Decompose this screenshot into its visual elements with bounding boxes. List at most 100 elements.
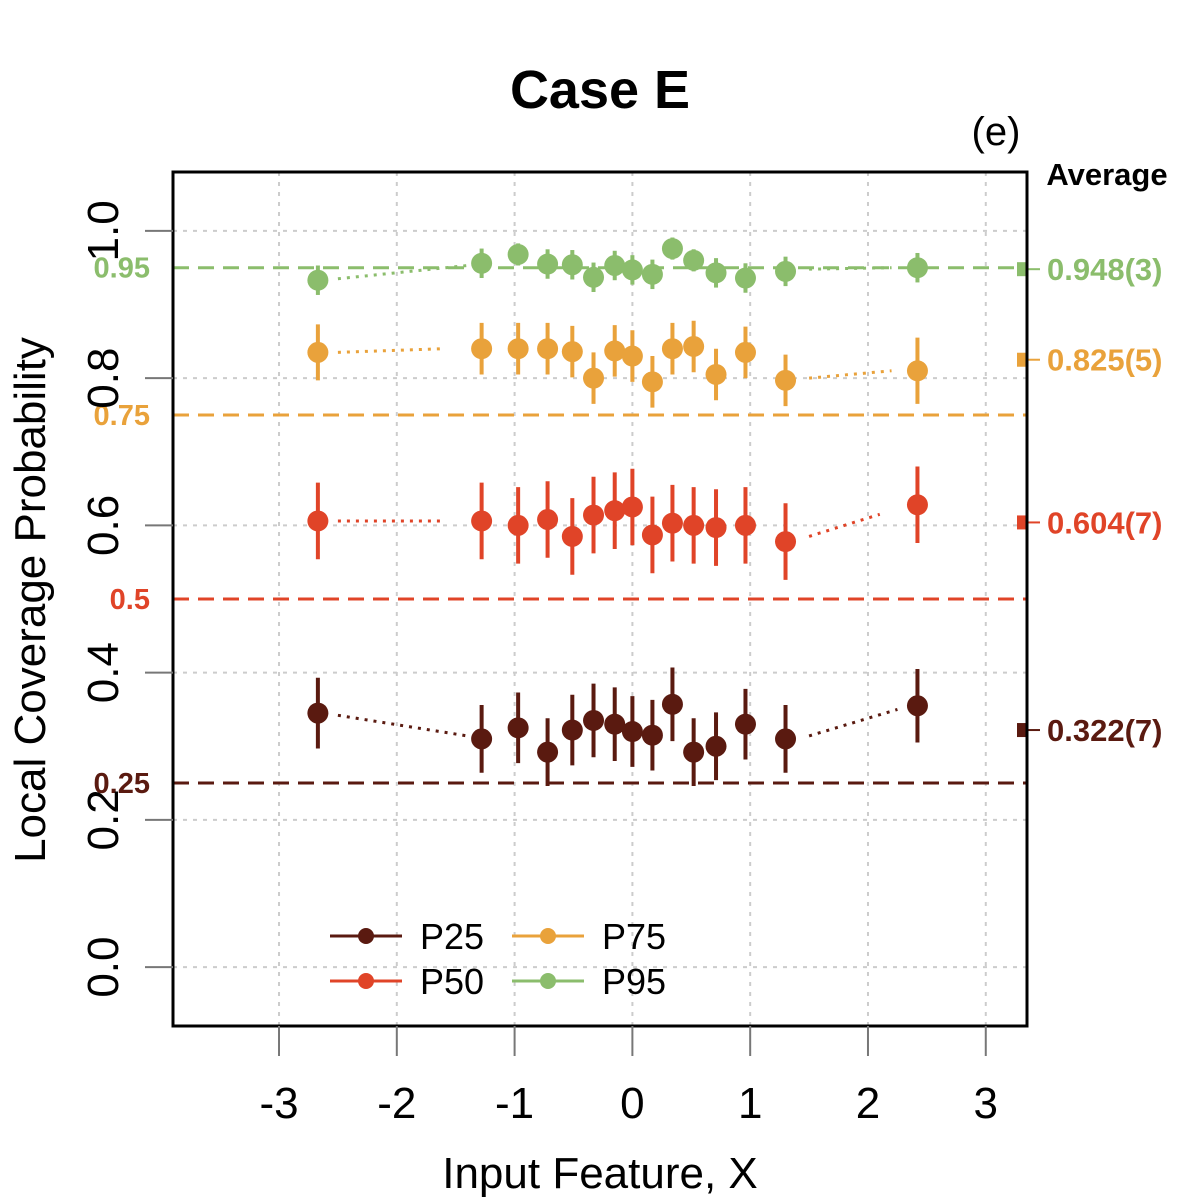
x-tick-label: 2 xyxy=(856,1079,880,1128)
data-point-p50 xyxy=(775,531,797,553)
x-tick-label: 3 xyxy=(974,1079,998,1128)
data-point-p25 xyxy=(775,728,797,750)
data-point-p75 xyxy=(507,338,529,360)
grid-layer xyxy=(173,172,1027,1026)
data-point-p25 xyxy=(906,695,928,717)
data-point-p50 xyxy=(583,504,605,526)
data-point-p95 xyxy=(537,253,559,275)
average-header: Average xyxy=(1046,157,1167,192)
chart-title: Case E xyxy=(510,60,690,120)
data-point-p95 xyxy=(661,238,683,260)
data-point-p75 xyxy=(705,363,727,385)
data-point-p75 xyxy=(583,367,605,389)
data-point-p75 xyxy=(471,338,493,360)
trend-line-p95 xyxy=(337,264,468,281)
trend-line-p50 xyxy=(808,512,881,538)
data-point-p25 xyxy=(561,719,583,741)
y-tick-label: 0.0 xyxy=(79,937,128,998)
data-point-p75 xyxy=(641,371,663,393)
data-point-p75 xyxy=(621,345,643,367)
data-point-p75 xyxy=(683,335,705,357)
legend-label-p50: P50 xyxy=(420,961,484,1002)
target-lines: 0.25 0.5 0.75 0.95 xyxy=(94,253,1027,800)
data-point-p75 xyxy=(604,340,626,362)
data-point-p75 xyxy=(906,360,928,382)
data-point-p25 xyxy=(705,735,727,757)
legend-label-p75: P75 xyxy=(602,916,666,957)
data-point-p50 xyxy=(705,517,727,539)
data-point-p95 xyxy=(604,254,626,276)
trend-lines xyxy=(337,264,898,738)
data-point-p25 xyxy=(604,713,626,735)
legend-marker-p75 xyxy=(540,928,556,944)
data-point-p50 xyxy=(537,508,559,530)
legend-marker-p95 xyxy=(540,973,556,989)
trend-line-p75 xyxy=(337,347,444,354)
x-tick-label: 1 xyxy=(738,1079,762,1128)
average-label-p25: 0.322(7) xyxy=(1047,713,1162,748)
data-point-p25 xyxy=(661,693,683,715)
data-point-p75 xyxy=(561,341,583,363)
average-marker-p75 xyxy=(1017,352,1027,367)
x-tick-label: 0 xyxy=(620,1079,644,1128)
data-point-p95 xyxy=(734,267,756,289)
data-marks xyxy=(307,237,928,786)
y-axis-label: Local Coverage Probability xyxy=(6,337,55,863)
data-point-p50 xyxy=(507,514,529,536)
average-marker-p95 xyxy=(1017,262,1027,277)
data-point-p25 xyxy=(507,717,529,739)
data-point-p50 xyxy=(661,512,683,534)
data-point-p50 xyxy=(683,514,705,536)
data-point-p25 xyxy=(734,713,756,735)
target-label-p25: 0.25 xyxy=(94,768,150,800)
plot-frame xyxy=(171,170,1029,1028)
average-marker-p25 xyxy=(1017,723,1027,738)
y-tick-label: 0.2 xyxy=(79,789,128,850)
target-label-p95: 0.95 xyxy=(94,253,150,285)
data-point-p95 xyxy=(561,254,583,276)
data-point-p75 xyxy=(734,341,756,363)
legend-marker-p25 xyxy=(358,928,374,944)
average-label-p50: 0.604(7) xyxy=(1047,505,1162,540)
y-tick-label: 0.4 xyxy=(79,642,128,703)
x-axis: -3 -2 -1 0 1 2 3 xyxy=(259,1026,998,1128)
data-point-p50 xyxy=(906,494,928,516)
average-marker-p50 xyxy=(1017,515,1027,530)
y-axis: 0.0 0.2 0.4 0.6 0.8 1.0 xyxy=(79,200,173,998)
data-point-p95 xyxy=(621,259,643,281)
data-point-p25 xyxy=(641,724,663,746)
data-point-p25 xyxy=(537,741,559,763)
data-point-p95 xyxy=(906,257,928,279)
data-point-p50 xyxy=(307,510,329,532)
target-label-p50: 0.5 xyxy=(110,584,150,616)
data-point-p50 xyxy=(561,525,583,547)
target-label-p75: 0.75 xyxy=(94,400,150,432)
data-point-p75 xyxy=(661,338,683,360)
trend-line-p75 xyxy=(808,369,892,380)
data-point-p95 xyxy=(641,263,663,285)
x-axis-label: Input Feature, X xyxy=(442,1149,758,1198)
x-tick-label: -2 xyxy=(377,1079,416,1128)
average-label-p75: 0.825(5) xyxy=(1047,343,1162,378)
trend-line-p25 xyxy=(337,713,468,738)
average-markers: 0.322(7) 0.604(7) 0.825(5) 0.948(3) xyxy=(1017,252,1162,748)
data-point-p75 xyxy=(775,369,797,391)
data-point-p75 xyxy=(307,341,329,363)
x-tick-label: -3 xyxy=(259,1079,298,1128)
data-point-p95 xyxy=(705,262,727,284)
average-label-p95: 0.948(3) xyxy=(1047,252,1162,287)
data-point-p95 xyxy=(507,243,529,265)
data-point-p95 xyxy=(307,269,329,291)
data-point-p25 xyxy=(683,741,705,763)
data-point-p95 xyxy=(471,252,493,274)
data-point-p95 xyxy=(683,249,705,271)
panel-label: (e) xyxy=(972,110,1021,154)
data-point-p25 xyxy=(471,728,493,750)
data-point-p95 xyxy=(583,266,605,288)
data-point-p25 xyxy=(307,702,329,724)
y-tick-label: 0.6 xyxy=(79,495,128,556)
trend-line-p25 xyxy=(808,707,898,738)
legend-label-p95: P95 xyxy=(602,961,666,1002)
